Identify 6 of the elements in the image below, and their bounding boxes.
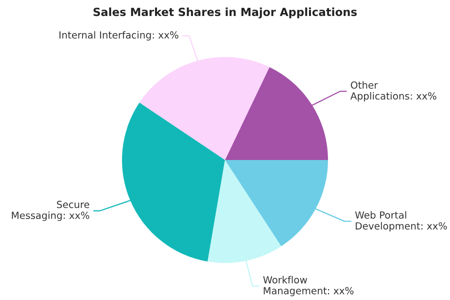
slice-label: Secure Messaging: xx% xyxy=(12,200,90,221)
slice-label: Web Portal Development: xx% xyxy=(355,211,447,232)
slice-label: Internal Interfacing: xx% xyxy=(60,31,178,41)
chart-title: Sales Market Shares in Major Applications xyxy=(94,8,357,18)
slice-label: Other Applications: xx% xyxy=(350,81,436,102)
slice-label: Workflow Management: xx% xyxy=(263,276,354,296)
